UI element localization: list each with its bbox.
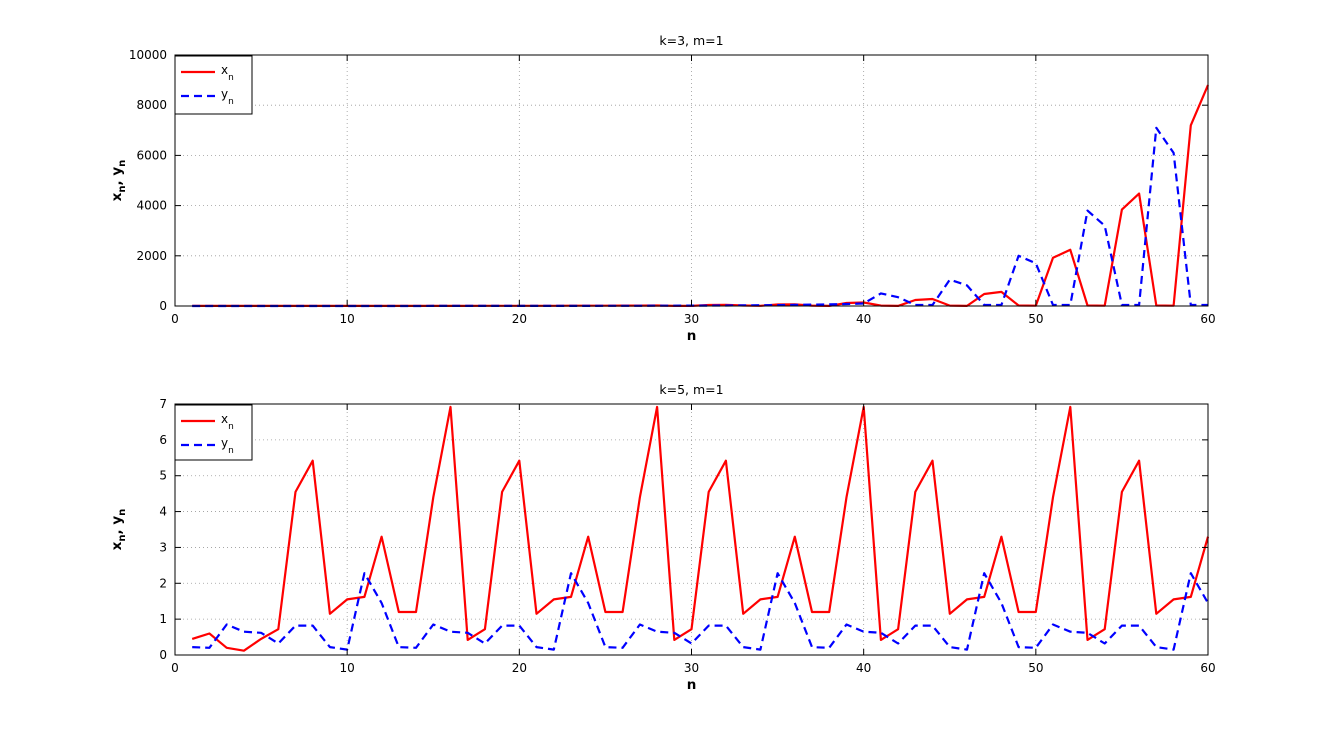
- x-axis-label: n: [687, 328, 697, 344]
- legend-label-y-n: yn: [221, 436, 234, 456]
- legend-label-x-n: xn: [221, 63, 234, 83]
- y-tick-label: 5: [159, 469, 167, 483]
- x-tick-label: 20: [512, 312, 527, 326]
- x-tick-label: 10: [340, 312, 355, 326]
- x-tick-label: 60: [1200, 661, 1215, 675]
- y-axis-label: xn, yn: [109, 509, 128, 551]
- x-tick-label: 50: [1028, 661, 1043, 675]
- x-tick-label: 10: [340, 661, 355, 675]
- y-tick-label: 0: [159, 299, 167, 313]
- y-tick-label: 6000: [136, 148, 167, 162]
- legend-box: [174, 404, 253, 461]
- legend-label-y-n: yn: [221, 87, 234, 107]
- x-tick-label: 0: [171, 661, 179, 675]
- series-line-y-n: [192, 572, 1209, 651]
- y-tick-label: 6: [159, 433, 167, 447]
- legend: xn yn: [174, 55, 253, 115]
- y-tick-label: 4: [159, 505, 167, 519]
- y-tick-label: 3: [159, 540, 167, 554]
- x-tick-label: 40: [856, 312, 871, 326]
- plot-area: [175, 404, 1208, 655]
- chart-title: k=5, m=1: [659, 382, 723, 397]
- legend: xn yn: [174, 404, 253, 461]
- chart-panel-bottom: 0 10 20 30 40 50 60 0 1 2 3 4 5 6 7 k=5, m=1 n xn, yn xn yn: [109, 382, 1216, 693]
- x-tick-label: 30: [684, 661, 699, 675]
- x-tick-label: 20: [512, 661, 527, 675]
- plot-area: [175, 55, 1208, 306]
- series-line-x-n: [191, 405, 1210, 652]
- chart-title: k=3, m=1: [659, 33, 723, 48]
- y-axis-label: xn, yn: [109, 160, 128, 202]
- y-tick-label: 7: [159, 397, 167, 411]
- chart-panel-top: 0 10 20 30 40 50 60 0 2000 4000 6000 8000 10000 k=3, …: [109, 33, 1216, 344]
- y-tick-label: 10000: [129, 48, 167, 62]
- x-tick-label: 60: [1200, 312, 1215, 326]
- y-tick-label: 4000: [136, 199, 167, 213]
- legend-label-x-n: xn: [221, 412, 234, 432]
- x-tick-label: 40: [856, 661, 871, 675]
- x-axis-label: n: [687, 677, 697, 693]
- legend-box: [174, 55, 253, 115]
- y-tick-label: 0: [159, 648, 167, 662]
- y-tick-label: 2000: [136, 249, 167, 263]
- y-tick-label: 8000: [136, 98, 167, 112]
- x-tick-label: 50: [1028, 312, 1043, 326]
- y-tick-label: 2: [159, 576, 167, 590]
- y-tick-label: 1: [159, 612, 167, 626]
- x-tick-label: 30: [684, 312, 699, 326]
- x-tick-label: 0: [171, 312, 179, 326]
